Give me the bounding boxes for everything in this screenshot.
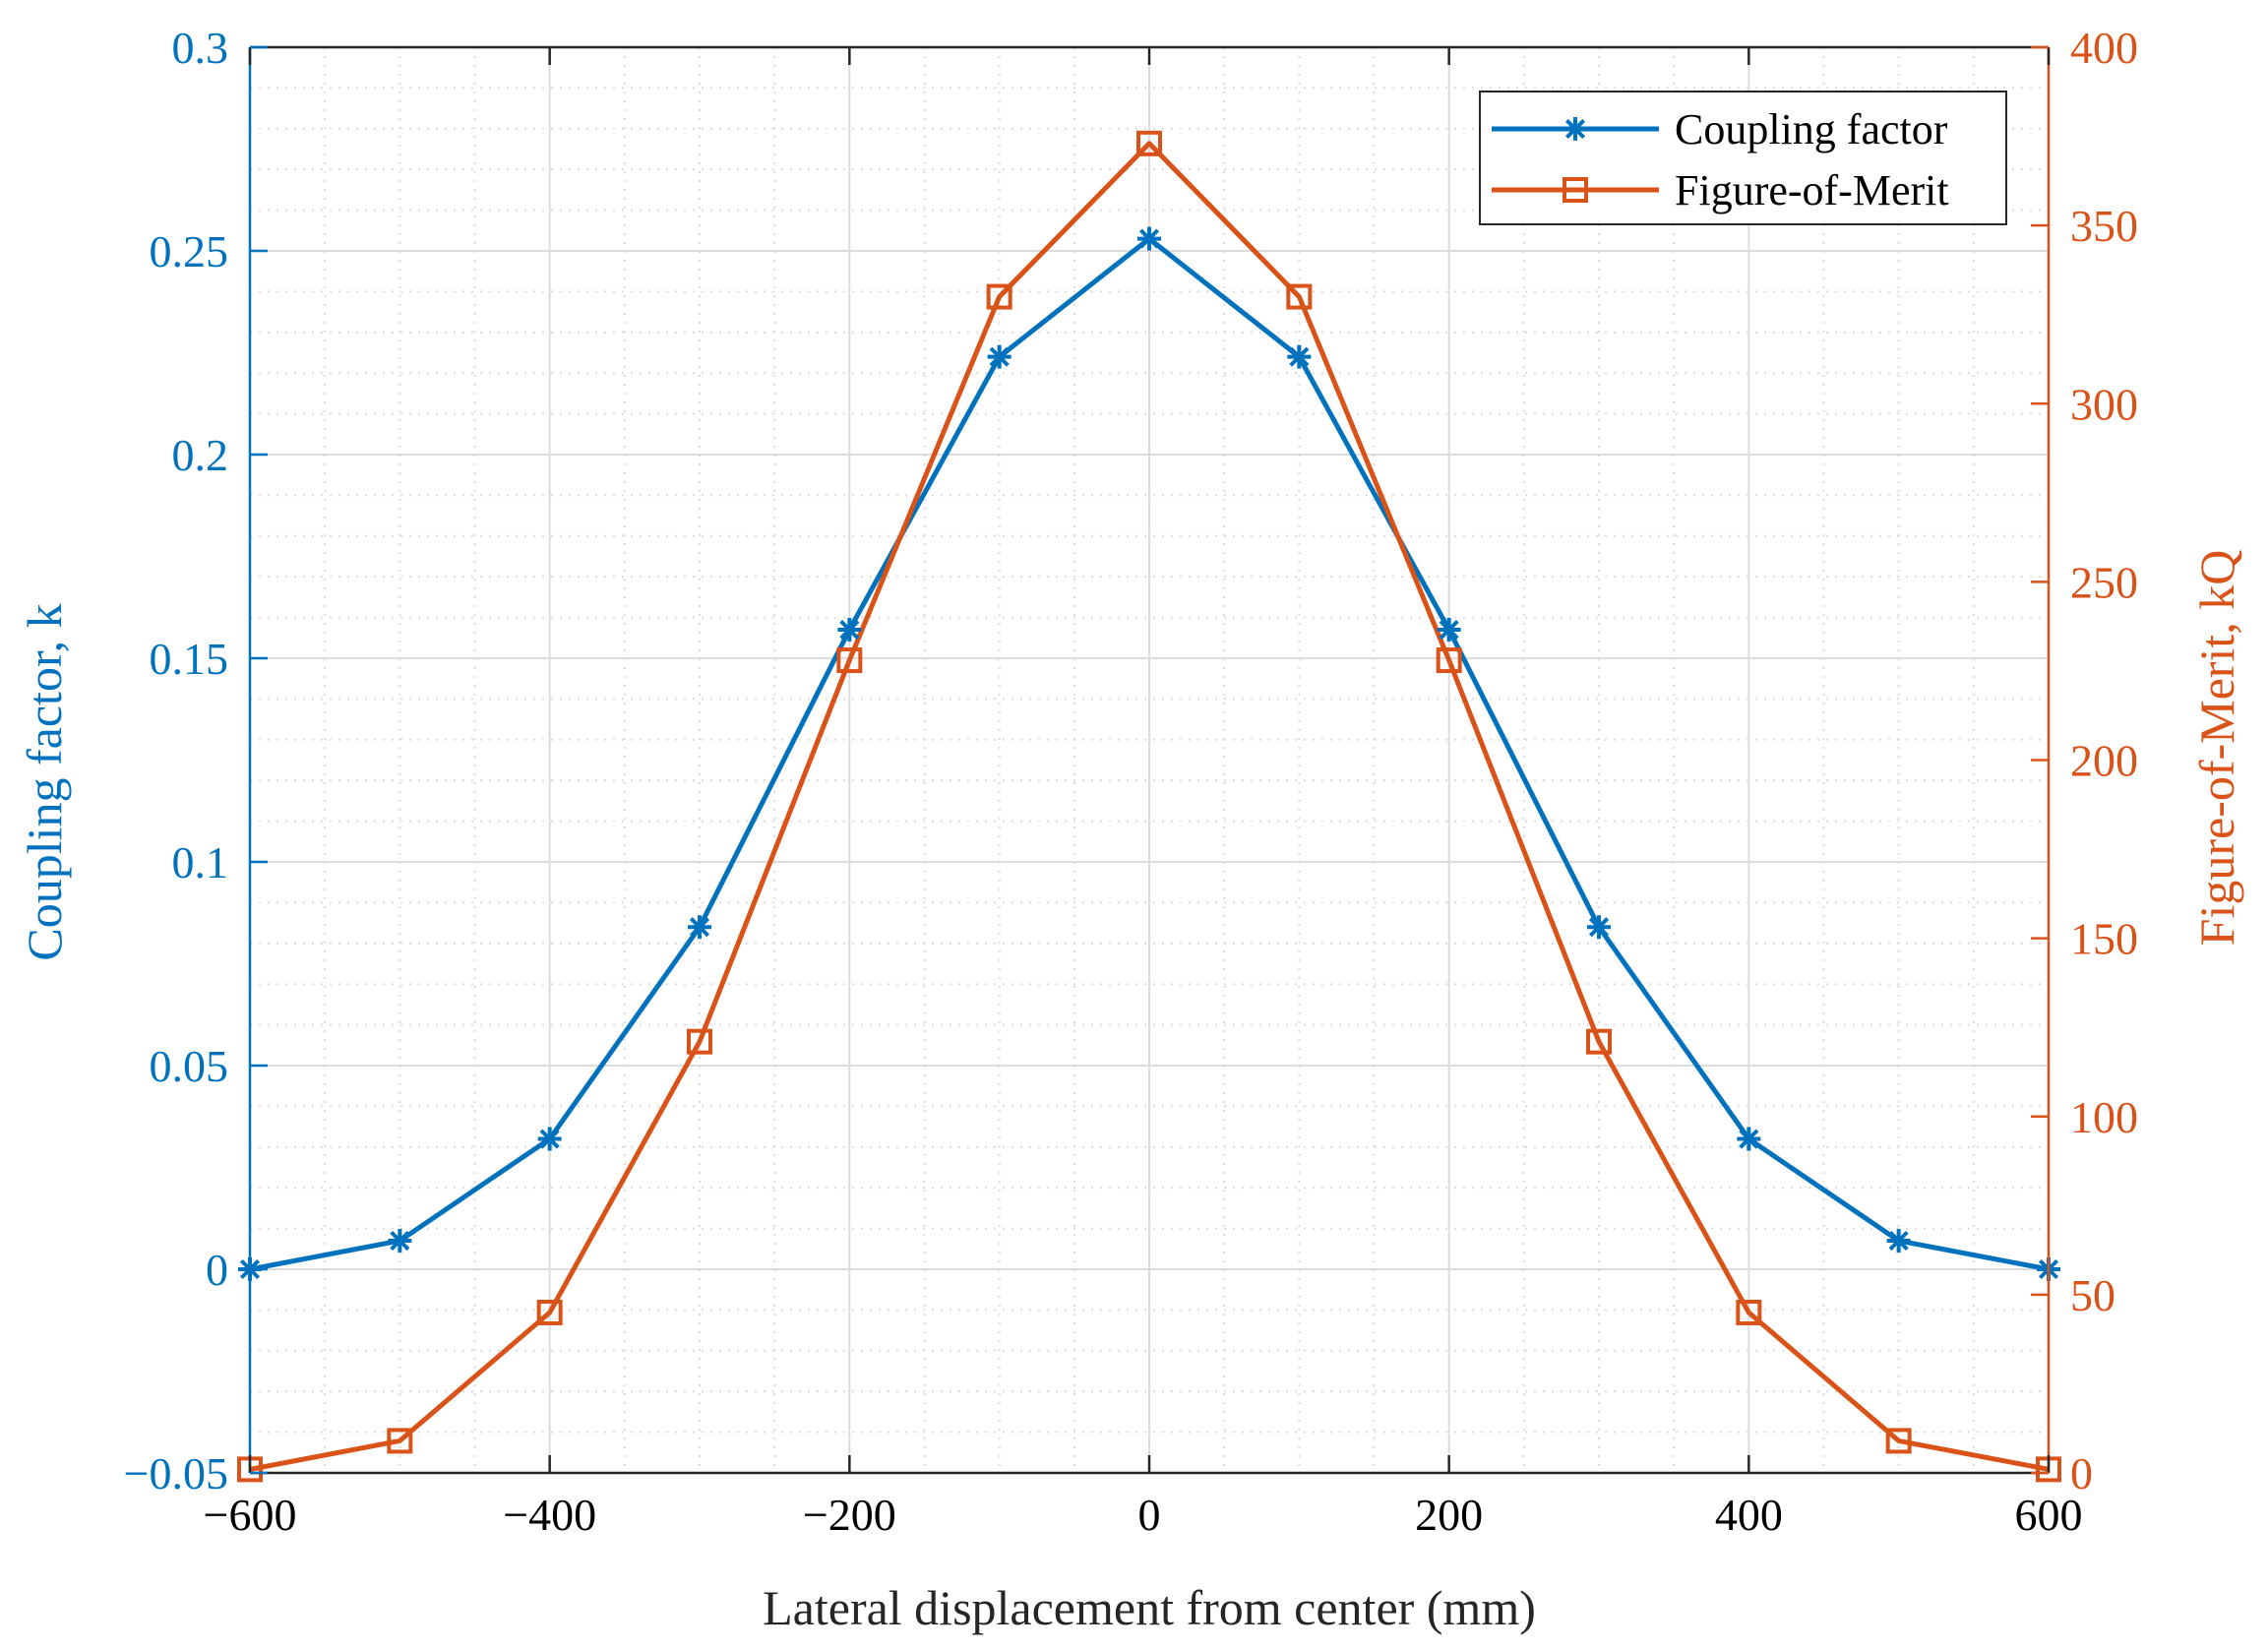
legend-marker-fom — [1563, 177, 1588, 203]
asterisk-stroke — [1888, 1230, 1909, 1252]
y-left-tick-label: 0.2 — [172, 430, 229, 480]
data-point-coupling-factor — [1137, 226, 1161, 251]
legend-asterisk-icon — [1563, 117, 1587, 141]
x-tick-label: −400 — [503, 1490, 596, 1540]
data-point-figure-of-merit — [536, 1299, 563, 1325]
axes-layer — [248, 45, 2051, 1475]
x-tick-label: 200 — [1415, 1490, 1483, 1540]
x-axis-label: Lateral displacement from center (mm) — [763, 1580, 1536, 1635]
data-point-coupling-factor — [688, 915, 711, 940]
data-point-coupling-factor — [1437, 618, 1461, 642]
y-left-tick-label: 0.3 — [172, 23, 229, 73]
data-point-coupling-factor — [987, 344, 1011, 369]
x-tick-label: −200 — [803, 1490, 896, 1540]
asterisk-stroke — [539, 1129, 560, 1149]
y-right-tick-label: 50 — [2070, 1270, 2115, 1320]
y-right-tick-label: 200 — [2070, 736, 2138, 786]
series-line-figure-of-merit — [249, 141, 2050, 1472]
legend: Coupling factor Figure-of-Merit — [1479, 91, 2007, 225]
legend-label-fom: Figure-of-Merit — [1675, 166, 1949, 214]
data-point-figure-of-merit — [1286, 283, 1313, 310]
data-point-coupling-factor — [1587, 915, 1611, 940]
y-axis-right-label: Figure-of-Merit, kQ — [2189, 550, 2244, 947]
asterisk-stroke — [1564, 118, 1586, 140]
y-right-tick-label: 100 — [2070, 1092, 2138, 1142]
asterisk-stroke — [390, 1230, 410, 1252]
y-axis-left-label: Coupling factor, k — [17, 603, 72, 960]
asterisk-stroke — [1138, 228, 1160, 249]
y-right-tick-label: 350 — [2070, 201, 2138, 251]
asterisk-stroke — [1588, 917, 1610, 938]
asterisk-stroke — [1739, 1129, 1759, 1149]
data-point-figure-of-merit — [1436, 647, 1462, 674]
major-grid — [249, 46, 2050, 1474]
y-left-tick-label: 0.15 — [150, 634, 229, 684]
legend-marker-coupling — [1563, 117, 1587, 141]
y-left-tick-label: 0.05 — [150, 1041, 229, 1091]
asterisk-stroke — [989, 346, 1010, 367]
data-point-coupling-factor — [1737, 1127, 1761, 1151]
tick-labels: −600 −400 −200 0 200 400 600 −0.05 0 0.05 0.1 0.15 0… — [124, 23, 2138, 1540]
legend-square-icon — [1563, 177, 1588, 203]
x-tick-label: −600 — [204, 1490, 297, 1540]
data-point-figure-of-merit — [1586, 1028, 1612, 1055]
data-point-coupling-factor — [537, 1127, 562, 1151]
data-point-coupling-factor — [1886, 1229, 1911, 1254]
data-point-figure-of-merit — [1885, 1428, 1912, 1454]
data-point-figure-of-merit — [836, 647, 863, 674]
data-point-coupling-factor — [837, 618, 862, 642]
legend-label-coupling: Coupling factor — [1675, 105, 1948, 153]
asterisk-stroke — [1289, 346, 1310, 367]
y-left-tick-label: −0.05 — [124, 1448, 228, 1498]
y-right-tick-label: 0 — [2070, 1448, 2093, 1498]
data-point-coupling-factor — [388, 1229, 412, 1254]
y-right-tick-label: 150 — [2070, 914, 2138, 964]
y-right-tick-label: 400 — [2070, 23, 2138, 73]
asterisk-stroke — [689, 917, 710, 938]
x-tick-label: 600 — [2015, 1490, 2083, 1540]
data-point-figure-of-merit — [1736, 1299, 1762, 1325]
data-point-figure-of-merit — [687, 1028, 712, 1055]
data-point-figure-of-merit — [1136, 130, 1162, 156]
x-tick-label: 0 — [1138, 1490, 1161, 1540]
y-left-tick-label: 0.25 — [150, 226, 229, 276]
y-right-tick-label: 250 — [2070, 557, 2138, 607]
x-tick-label: 400 — [1715, 1490, 1783, 1540]
y-left-tick-label: 0 — [206, 1245, 228, 1295]
data-point-figure-of-merit — [986, 283, 1012, 310]
y-left-tick-label: 0.1 — [172, 837, 229, 887]
asterisk-stroke — [839, 619, 860, 641]
y-right-tick-label: 300 — [2070, 379, 2138, 429]
data-point-figure-of-merit — [387, 1428, 413, 1454]
data-point-coupling-factor — [1287, 344, 1312, 369]
asterisk-stroke — [1439, 619, 1459, 641]
